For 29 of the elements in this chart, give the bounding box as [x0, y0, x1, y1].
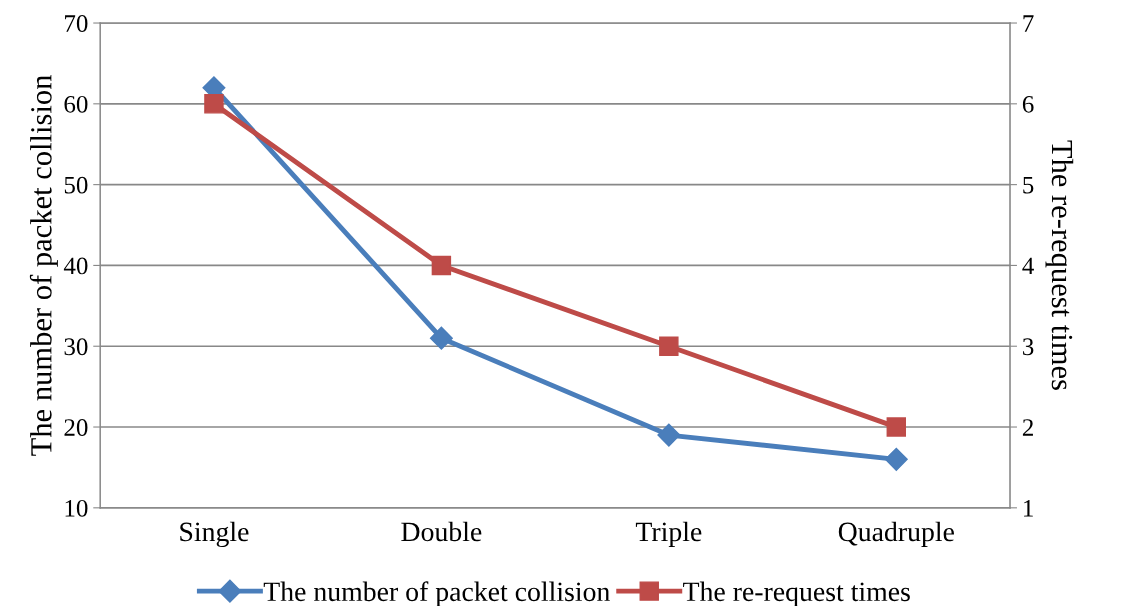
point — [659, 336, 679, 356]
x-tick-label: Quadruple — [838, 521, 954, 547]
y2-tick-label: 5 — [1023, 176, 1034, 194]
y2-tick-label: 2 — [1022, 419, 1033, 436]
y-tick-label: 50 — [64, 176, 88, 194]
y-tick-label: 40 — [63, 257, 88, 275]
legend-label: The re-request times — [683, 581, 910, 606]
point — [204, 94, 224, 114]
x-tick-label: Single — [180, 521, 249, 547]
y2-tick-label: 1 — [1024, 500, 1033, 517]
x-tick-label: Triple — [635, 521, 702, 547]
point — [657, 423, 681, 447]
y2-tick-label: 6 — [1022, 95, 1034, 113]
y-tick-label: 70 — [65, 15, 88, 32]
legend-label: The number of packet collision — [263, 581, 610, 606]
y-tick-label: 20 — [64, 419, 88, 436]
point — [431, 255, 452, 276]
y2-tick-label: 3 — [1023, 338, 1034, 356]
point — [886, 417, 907, 437]
y-tick-label: 30 — [64, 338, 88, 356]
point — [884, 447, 908, 471]
y-tick-label: 60 — [64, 95, 88, 113]
y-axis-title: The number of packet collision — [29, 74, 58, 456]
x-tick-label: Double — [401, 521, 482, 542]
y2-tick-label: 4 — [1022, 257, 1034, 275]
y2-axis-title: The re-request times — [1045, 140, 1074, 390]
y-tick-label: 10 — [65, 499, 88, 517]
point — [429, 326, 453, 350]
y2-tick-label: 7 — [1023, 15, 1034, 32]
